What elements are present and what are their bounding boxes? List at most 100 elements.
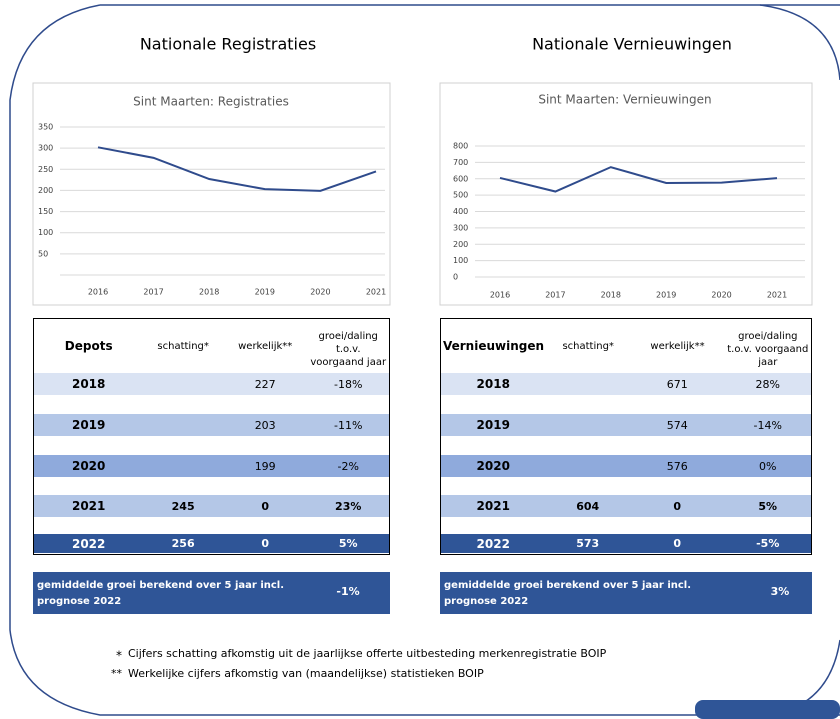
x-tick-label: 2017 [143, 288, 163, 297]
y-tick-label: 100 [38, 228, 53, 237]
y-tick-label: 400 [453, 207, 468, 216]
x-tick-label: 2019 [255, 288, 275, 297]
table-cell: 28% [755, 377, 780, 391]
table-cell: 256 [171, 537, 195, 550]
x-tick-label: 2018 [199, 288, 219, 297]
header-cell: schatting* [157, 340, 209, 352]
y-tick-label: 600 [453, 174, 468, 183]
table-row: 2022 573 0 -5% [441, 534, 811, 553]
header-cell: schatting* [562, 340, 614, 352]
x-tick-label: 2019 [656, 291, 676, 300]
y-tick-label: 200 [453, 240, 468, 249]
table-row: 2021 245 0 23% [34, 495, 389, 517]
table-cell: 0 [261, 499, 270, 513]
y-tick-label: 200 [38, 186, 53, 195]
chart-box [32, 82, 391, 306]
chart-title: Sint Maarten: Vernieuwingen [538, 93, 711, 107]
x-tick-label: 2021 [767, 291, 787, 300]
table-row: 2018 671 28% [441, 373, 811, 395]
table-cell: 576 [666, 459, 688, 473]
table-cell: -14% [753, 418, 782, 432]
frame [9, 4, 840, 716]
table-cell: -5% [756, 537, 780, 550]
table-cell: 2018 [71, 377, 106, 391]
summary-box: gemiddelde groei berekend over 5 jaar in… [33, 572, 390, 614]
table-cell: -11% [334, 418, 363, 432]
table: Depots schatting* werkelijk** groei/daling … [33, 318, 390, 555]
table-cell: 2020 [71, 459, 106, 473]
table-cell: 5% [758, 499, 778, 513]
table-cell: 203 [254, 418, 276, 432]
summary-text: gemiddelde groei berekend over 5 jaar in… [37, 580, 285, 607]
table-cell-empty [143, 414, 223, 436]
y-tick-label: 700 [453, 158, 468, 167]
y-tick-label: 300 [38, 144, 53, 153]
table-cell: 23% [335, 499, 362, 513]
table-row: 2020 576 0% [441, 455, 811, 477]
table-cell-empty [143, 455, 223, 477]
header-cell: Vernieuwingen [442, 338, 545, 353]
x-tick-label: 2017 [545, 291, 565, 300]
table-header: Vernieuwingen schatting* werkelijk** groei/… [441, 319, 811, 373]
x-tick-label: 2021 [366, 288, 386, 297]
y-tick-label: 0 [453, 273, 458, 282]
table-row: 2019 574 -14% [441, 414, 811, 436]
footnote: Werkelijke cijfers afkomstig van (maande… [128, 667, 484, 680]
header-cell: werkelijk** [238, 340, 293, 352]
table-cell: 0 [261, 537, 270, 550]
heading: Nationale Registraties [140, 35, 316, 54]
chart-title: Sint Maarten: Registraties [133, 95, 289, 109]
table-cell: 2018 [476, 377, 510, 391]
frame-corner [759, 4, 840, 81]
tab [695, 700, 840, 719]
x-tick-label: 2016 [88, 288, 108, 297]
header-cell: werkelijk** [650, 340, 705, 352]
table-cell: 604 [576, 499, 600, 513]
table-row: 2022 256 0 5% [34, 534, 389, 553]
x-tick-label: 2016 [490, 291, 510, 300]
table-row: 2020 199 -2% [34, 455, 389, 477]
table-cell: 227 [254, 377, 276, 391]
y-tick-label: 300 [453, 223, 468, 232]
table-cell-empty [545, 414, 630, 436]
header-cell: Depots [64, 338, 113, 353]
table-cell: 245 [171, 499, 195, 513]
table-cell: 2021 [71, 499, 106, 513]
table-cell: 574 [666, 418, 688, 432]
footnote: Cijfers schatting afkomstig uit de jaarl… [128, 647, 607, 660]
table-cell: -18% [334, 377, 363, 391]
table-cell-empty [545, 455, 630, 477]
table-cell-empty [545, 373, 630, 395]
summary-value: 3% [770, 585, 790, 598]
summary-value: -1% [336, 585, 360, 598]
line [499, 166, 778, 193]
table-cell: 2020 [476, 459, 510, 473]
table-cell: 0 [673, 499, 682, 513]
table-cell: 5% [338, 537, 358, 550]
y-tick-label: 500 [453, 191, 468, 200]
chart-box [439, 82, 813, 306]
x-tick-label: 2020 [711, 291, 731, 300]
y-tick-label: 350 [38, 123, 53, 132]
table-cell: 2019 [71, 418, 106, 432]
header-cell: groei/daling t.o.v. voorgaand jaar [727, 330, 809, 368]
heading: Nationale Vernieuwingen [532, 35, 732, 54]
table-header: Depots schatting* werkelijk** groei/daling … [34, 319, 389, 373]
y-tick-label: 100 [453, 256, 468, 265]
table-cell-empty [143, 373, 223, 395]
footnote-marker: * [116, 649, 122, 663]
table-cell: 2019 [476, 418, 510, 432]
header-cell: groei/daling t.o.v. voorgaand jaar [310, 330, 387, 368]
table-cell: -2% [337, 459, 359, 473]
summary-text: gemiddelde groei berekend over 5 jaar in… [444, 580, 692, 607]
table: Vernieuwingen schatting* werkelijk** groei/… [440, 318, 812, 555]
table-row: 2018 227 -18% [34, 373, 389, 395]
table-cell: 0 [673, 537, 682, 550]
footnote-marker: ** [111, 667, 123, 680]
x-tick-label: 2020 [310, 288, 330, 297]
table-cell: 671 [666, 377, 688, 391]
x-tick-label: 2018 [601, 291, 621, 300]
table-cell: 2022 [476, 536, 510, 551]
